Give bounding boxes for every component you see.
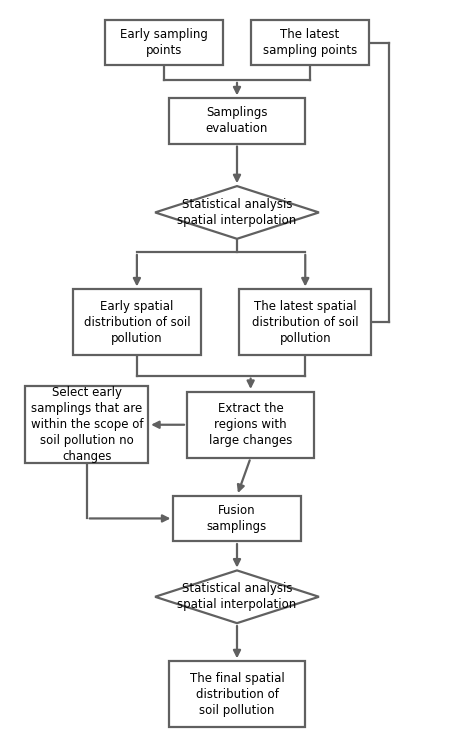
Text: Samplings
evaluation: Samplings evaluation xyxy=(206,106,268,135)
Text: The final spatial
distribution of
soil pollution: The final spatial distribution of soil p… xyxy=(190,672,284,716)
FancyBboxPatch shape xyxy=(239,289,371,356)
FancyBboxPatch shape xyxy=(105,20,223,65)
FancyBboxPatch shape xyxy=(169,661,305,727)
Text: Early spatial
distribution of soil
pollution: Early spatial distribution of soil pollu… xyxy=(83,300,190,345)
FancyBboxPatch shape xyxy=(169,99,305,143)
FancyBboxPatch shape xyxy=(251,20,369,65)
FancyBboxPatch shape xyxy=(173,496,301,541)
Text: Extract the
regions with
large changes: Extract the regions with large changes xyxy=(209,402,292,447)
Text: Early sampling
points: Early sampling points xyxy=(120,28,208,57)
FancyBboxPatch shape xyxy=(26,386,148,463)
Text: Select early
samplings that are
within the scope of
soil pollution no
changes: Select early samplings that are within t… xyxy=(31,386,143,463)
Text: Statistical analysis
spatial interpolation: Statistical analysis spatial interpolati… xyxy=(177,198,297,227)
Text: Statistical analysis
spatial interpolation: Statistical analysis spatial interpolati… xyxy=(177,582,297,611)
FancyBboxPatch shape xyxy=(73,289,201,356)
Text: Fusion
samplings: Fusion samplings xyxy=(207,504,267,533)
FancyBboxPatch shape xyxy=(187,392,314,458)
Text: The latest
sampling points: The latest sampling points xyxy=(263,28,357,57)
Polygon shape xyxy=(155,571,319,623)
Polygon shape xyxy=(155,186,319,239)
Text: The latest spatial
distribution of soil
pollution: The latest spatial distribution of soil … xyxy=(252,300,358,345)
